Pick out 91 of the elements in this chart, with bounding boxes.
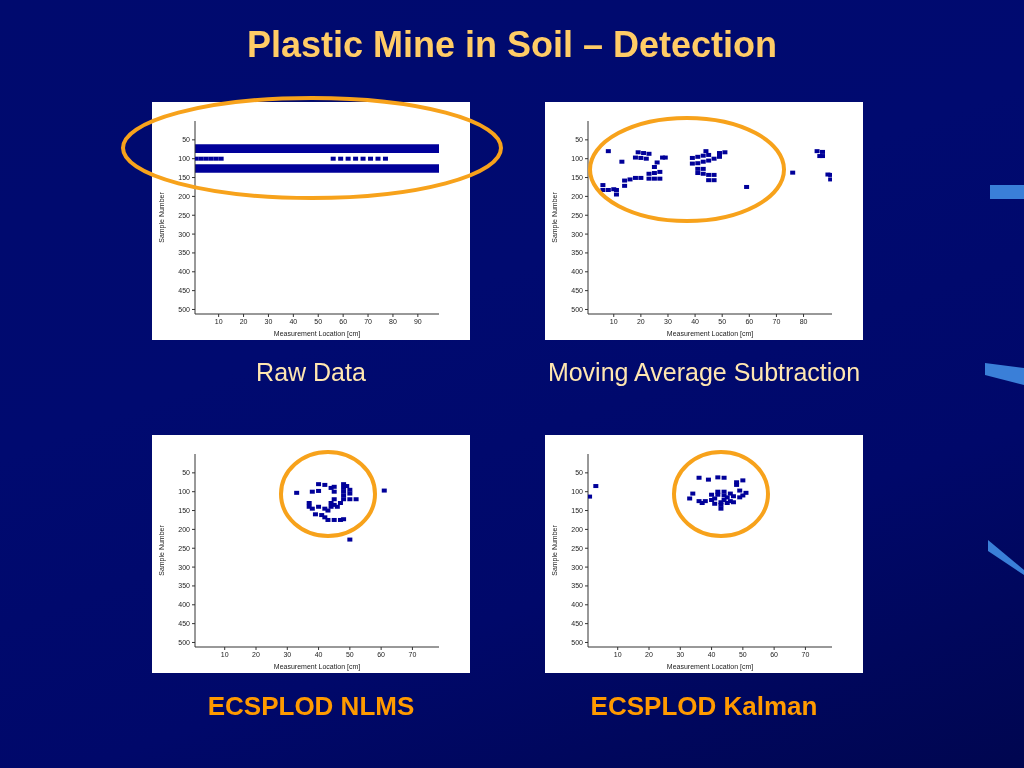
point bbox=[709, 492, 715, 497]
point bbox=[331, 497, 337, 502]
point bbox=[715, 475, 721, 480]
point bbox=[690, 491, 696, 496]
point bbox=[706, 152, 712, 157]
point bbox=[706, 178, 712, 183]
point bbox=[646, 176, 652, 181]
point bbox=[695, 161, 701, 166]
point bbox=[605, 187, 611, 192]
point bbox=[695, 171, 701, 176]
point bbox=[696, 475, 702, 480]
point bbox=[638, 155, 644, 160]
point bbox=[331, 517, 337, 522]
point bbox=[341, 497, 347, 502]
point bbox=[695, 166, 701, 171]
point bbox=[689, 161, 695, 166]
point bbox=[706, 158, 712, 163]
point bbox=[711, 172, 717, 177]
point bbox=[635, 150, 641, 155]
point bbox=[316, 504, 322, 509]
point bbox=[331, 489, 337, 494]
point bbox=[353, 497, 359, 502]
point bbox=[593, 484, 599, 489]
text: Moving Average Subtraction bbox=[546, 358, 862, 387]
point bbox=[695, 154, 701, 159]
point bbox=[711, 178, 717, 183]
point bbox=[646, 151, 652, 156]
point bbox=[721, 489, 727, 494]
point bbox=[744, 184, 750, 189]
point bbox=[309, 489, 315, 494]
point bbox=[312, 512, 318, 517]
point bbox=[700, 166, 706, 171]
point bbox=[325, 517, 331, 522]
point bbox=[687, 496, 693, 501]
point bbox=[657, 169, 663, 174]
point bbox=[638, 175, 644, 180]
point bbox=[347, 537, 353, 542]
text: ECSPLOD Kalman bbox=[589, 691, 819, 722]
point bbox=[600, 183, 606, 188]
point bbox=[294, 490, 300, 495]
point bbox=[632, 175, 638, 180]
point bbox=[341, 517, 347, 522]
point bbox=[347, 497, 353, 502]
point bbox=[619, 159, 625, 164]
point bbox=[712, 501, 718, 506]
point bbox=[322, 482, 328, 487]
point bbox=[711, 156, 717, 161]
text: ECSPLOD NLMS bbox=[206, 691, 416, 722]
point bbox=[722, 150, 728, 155]
point bbox=[689, 155, 695, 160]
point bbox=[632, 155, 638, 160]
point bbox=[706, 172, 712, 177]
point bbox=[705, 477, 711, 482]
point bbox=[337, 501, 343, 505]
text: Raw Data bbox=[255, 358, 367, 387]
point bbox=[654, 160, 660, 165]
point bbox=[790, 170, 796, 175]
point bbox=[643, 156, 649, 161]
point bbox=[316, 482, 322, 487]
point bbox=[613, 192, 619, 197]
point bbox=[651, 171, 657, 176]
point bbox=[381, 488, 387, 493]
point bbox=[627, 177, 633, 182]
point bbox=[347, 487, 353, 492]
point bbox=[651, 164, 657, 169]
point bbox=[347, 491, 353, 496]
point bbox=[740, 478, 746, 483]
point bbox=[588, 494, 593, 499]
point bbox=[306, 501, 312, 505]
point bbox=[646, 171, 652, 176]
point bbox=[721, 475, 727, 480]
point bbox=[316, 488, 322, 493]
text: Plastic Mine in Soil – Detection bbox=[245, 24, 779, 66]
point bbox=[718, 506, 724, 511]
point bbox=[703, 149, 709, 154]
point bbox=[700, 159, 706, 164]
point bbox=[716, 151, 722, 156]
point bbox=[814, 149, 820, 154]
point bbox=[341, 493, 347, 498]
point bbox=[737, 488, 743, 493]
point bbox=[828, 177, 832, 182]
point bbox=[622, 178, 628, 183]
point bbox=[622, 183, 628, 188]
point bbox=[700, 171, 706, 176]
point bbox=[657, 176, 663, 181]
point bbox=[605, 149, 611, 154]
point bbox=[820, 149, 826, 154]
point bbox=[700, 153, 706, 158]
point bbox=[651, 176, 657, 181]
point bbox=[641, 151, 647, 156]
point bbox=[716, 154, 722, 159]
